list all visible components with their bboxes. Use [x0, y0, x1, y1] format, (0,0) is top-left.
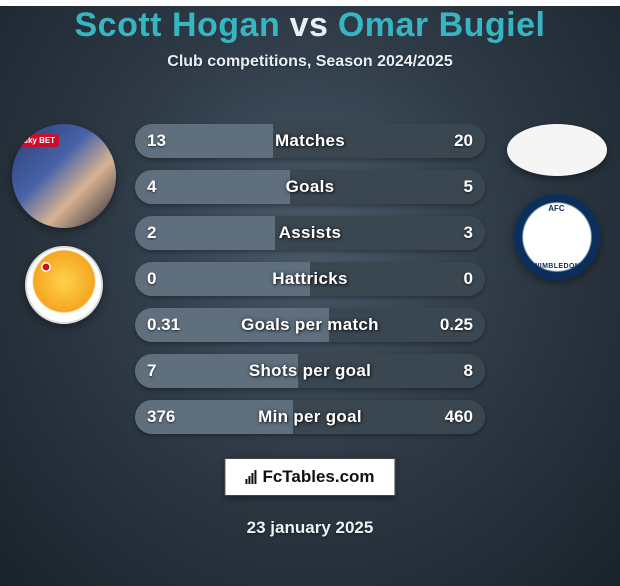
- subtitle: Club competitions, Season 2024/2025: [0, 53, 620, 71]
- stat-row: 23Assists: [135, 216, 485, 250]
- brand-badge: FcTables.com: [224, 458, 395, 496]
- stat-label: Shots per goal: [135, 354, 485, 388]
- stat-bars: 1320Matches 45Goals 23Assists 00Hattricks 0.…: [135, 124, 485, 446]
- player-2-club-badge: [514, 194, 600, 280]
- player-2-avatar: [507, 124, 607, 176]
- brand-text: FcTables.com: [262, 467, 374, 487]
- comparison-title: Scott Hogan vs Omar Bugiel: [0, 6, 620, 45]
- stat-label: Matches: [135, 124, 485, 158]
- stat-row: 78Shots per goal: [135, 354, 485, 388]
- brand-logo-icon: [245, 470, 256, 484]
- stat-label: Assists: [135, 216, 485, 250]
- left-avatars: [6, 116, 121, 342]
- stat-row: 1320Matches: [135, 124, 485, 158]
- stat-label: Goals: [135, 170, 485, 204]
- player-1-club-badge: [25, 246, 103, 324]
- stat-label: Goals per match: [135, 308, 485, 342]
- player-1-name: Scott Hogan: [75, 6, 281, 44]
- stat-row: 376460Min per goal: [135, 400, 485, 434]
- stat-row: 0.310.25Goals per match: [135, 308, 485, 342]
- stat-label: Min per goal: [135, 400, 485, 434]
- date-text: 23 january 2025: [0, 518, 620, 538]
- vs-separator: vs: [290, 6, 329, 44]
- stat-row: 00Hattricks: [135, 262, 485, 296]
- stat-row: 45Goals: [135, 170, 485, 204]
- right-avatars: [499, 116, 614, 298]
- player-1-avatar: [12, 124, 116, 228]
- player-2-name: Omar Bugiel: [338, 6, 546, 44]
- stat-label: Hattricks: [135, 262, 485, 296]
